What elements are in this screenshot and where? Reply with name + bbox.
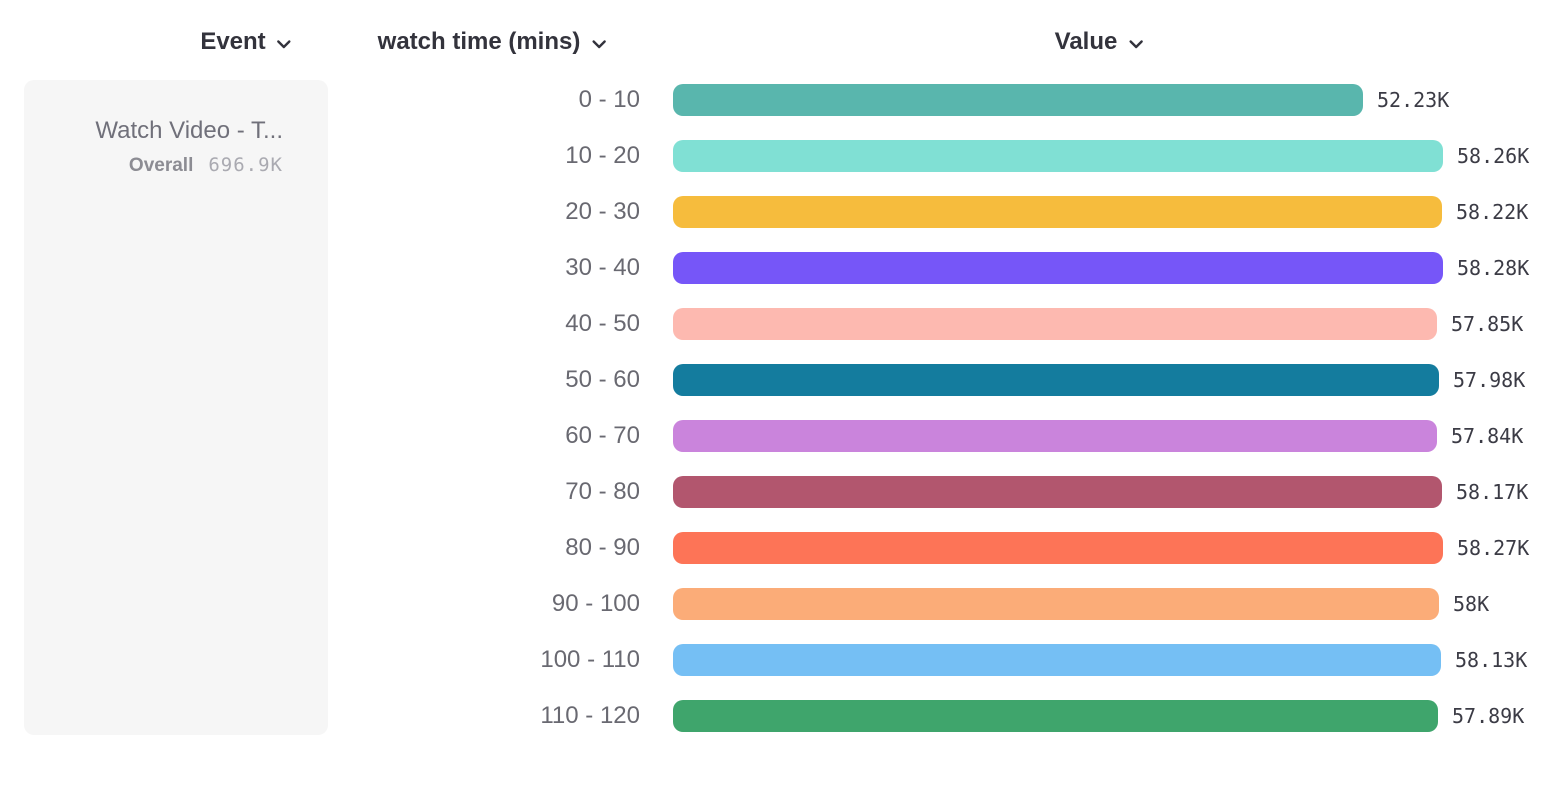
chart-row: 30 - 40 58.28K [0,240,1568,296]
chart-row: 90 - 100 58K [0,576,1568,632]
chart-row: 60 - 70 57.84K [0,408,1568,464]
category-label: 10 - 20 [565,142,640,169]
value-label: 57.98K [1453,368,1526,392]
chevron-down-icon [277,29,292,57]
chart-row: 0 - 10 52.23K [0,72,1568,128]
value-label: 58.17K [1456,480,1529,504]
category-label: 40 - 50 [565,310,640,337]
bar-track: 58.27K [673,532,1568,564]
bar-track: 57.98K [673,364,1568,396]
bar[interactable] [673,532,1443,564]
bar[interactable] [673,700,1438,732]
category-label: 90 - 100 [551,590,640,617]
value-label: 57.84K [1451,424,1524,448]
chart-row: 20 - 30 58.22K [0,184,1568,240]
breakdown-column-dropdown[interactable]: watch time (mins) [378,26,607,57]
bar[interactable] [673,644,1441,676]
bar-track: 58.13K [673,644,1568,676]
value-label: 58.28K [1457,256,1530,280]
chart-row: 80 - 90 58.27K [0,520,1568,576]
overall-label: Overall [128,155,194,176]
value-label: 58.27K [1457,536,1530,560]
value-label: 52.23K [1377,88,1450,112]
bar-track: 57.84K [673,420,1568,452]
bar[interactable] [673,420,1437,452]
bar[interactable] [673,140,1443,172]
category-label: 100 - 110 [540,646,640,673]
chart-row: 100 - 110 58.13K [0,632,1568,688]
bar[interactable] [673,84,1363,116]
chevron-down-icon [1128,29,1143,57]
category-label: 20 - 30 [565,198,640,225]
overall-value: 696.9K [208,154,283,176]
category-label: 80 - 90 [565,534,640,561]
bar-track: 52.23K [673,84,1568,116]
value-label: 57.89K [1452,704,1525,728]
event-column-dropdown[interactable]: Event [200,26,291,57]
bar-track: 57.85K [673,308,1568,340]
category-label: 60 - 70 [565,422,640,449]
bar-track: 58.17K [673,476,1568,508]
value-label: 58.26K [1457,144,1530,168]
bar[interactable] [673,196,1442,228]
chevron-down-icon [591,29,606,57]
bar-chart: 0 - 10 52.23K 10 - 20 58.26K 20 - 30 58.… [0,72,1568,744]
bar-track: 58K [673,588,1568,620]
chart-row: 10 - 20 58.26K [0,128,1568,184]
bar-track: 57.89K [673,700,1568,732]
category-label: 50 - 60 [565,366,640,393]
chart-row: 110 - 120 57.89K [0,688,1568,744]
value-label: 58.22K [1456,200,1529,224]
value-label: 57.85K [1451,312,1524,336]
bar[interactable] [673,252,1443,284]
category-label: 70 - 80 [565,478,640,505]
bar-track: 58.26K [673,140,1568,172]
chart-row: 50 - 60 57.98K [0,352,1568,408]
bar-track: 58.22K [673,196,1568,228]
bar[interactable] [673,308,1437,340]
event-name: Watch Video - T... [95,117,283,144]
category-label: 110 - 120 [540,702,640,729]
event-card[interactable]: Watch Video - T... Overall 696.9K [24,80,328,735]
breakdown-column-label: watch time (mins) [377,27,581,55]
value-column-label: Value [1054,27,1118,55]
overall-row: Overall 696.9K [44,154,283,177]
bar[interactable] [673,476,1442,508]
chart-row: 40 - 50 57.85K [0,296,1568,352]
category-label: 0 - 10 [578,86,640,113]
bar[interactable] [673,588,1439,620]
category-label: 30 - 40 [565,254,640,281]
value-label: 58K [1453,592,1490,616]
bar[interactable] [673,364,1439,396]
value-label: 58.13K [1455,648,1528,672]
chart-row: 70 - 80 58.17K [0,464,1568,520]
value-column-dropdown[interactable]: Value [1055,26,1144,57]
bar-track: 58.28K [673,252,1568,284]
event-column-label: Event [200,27,266,55]
